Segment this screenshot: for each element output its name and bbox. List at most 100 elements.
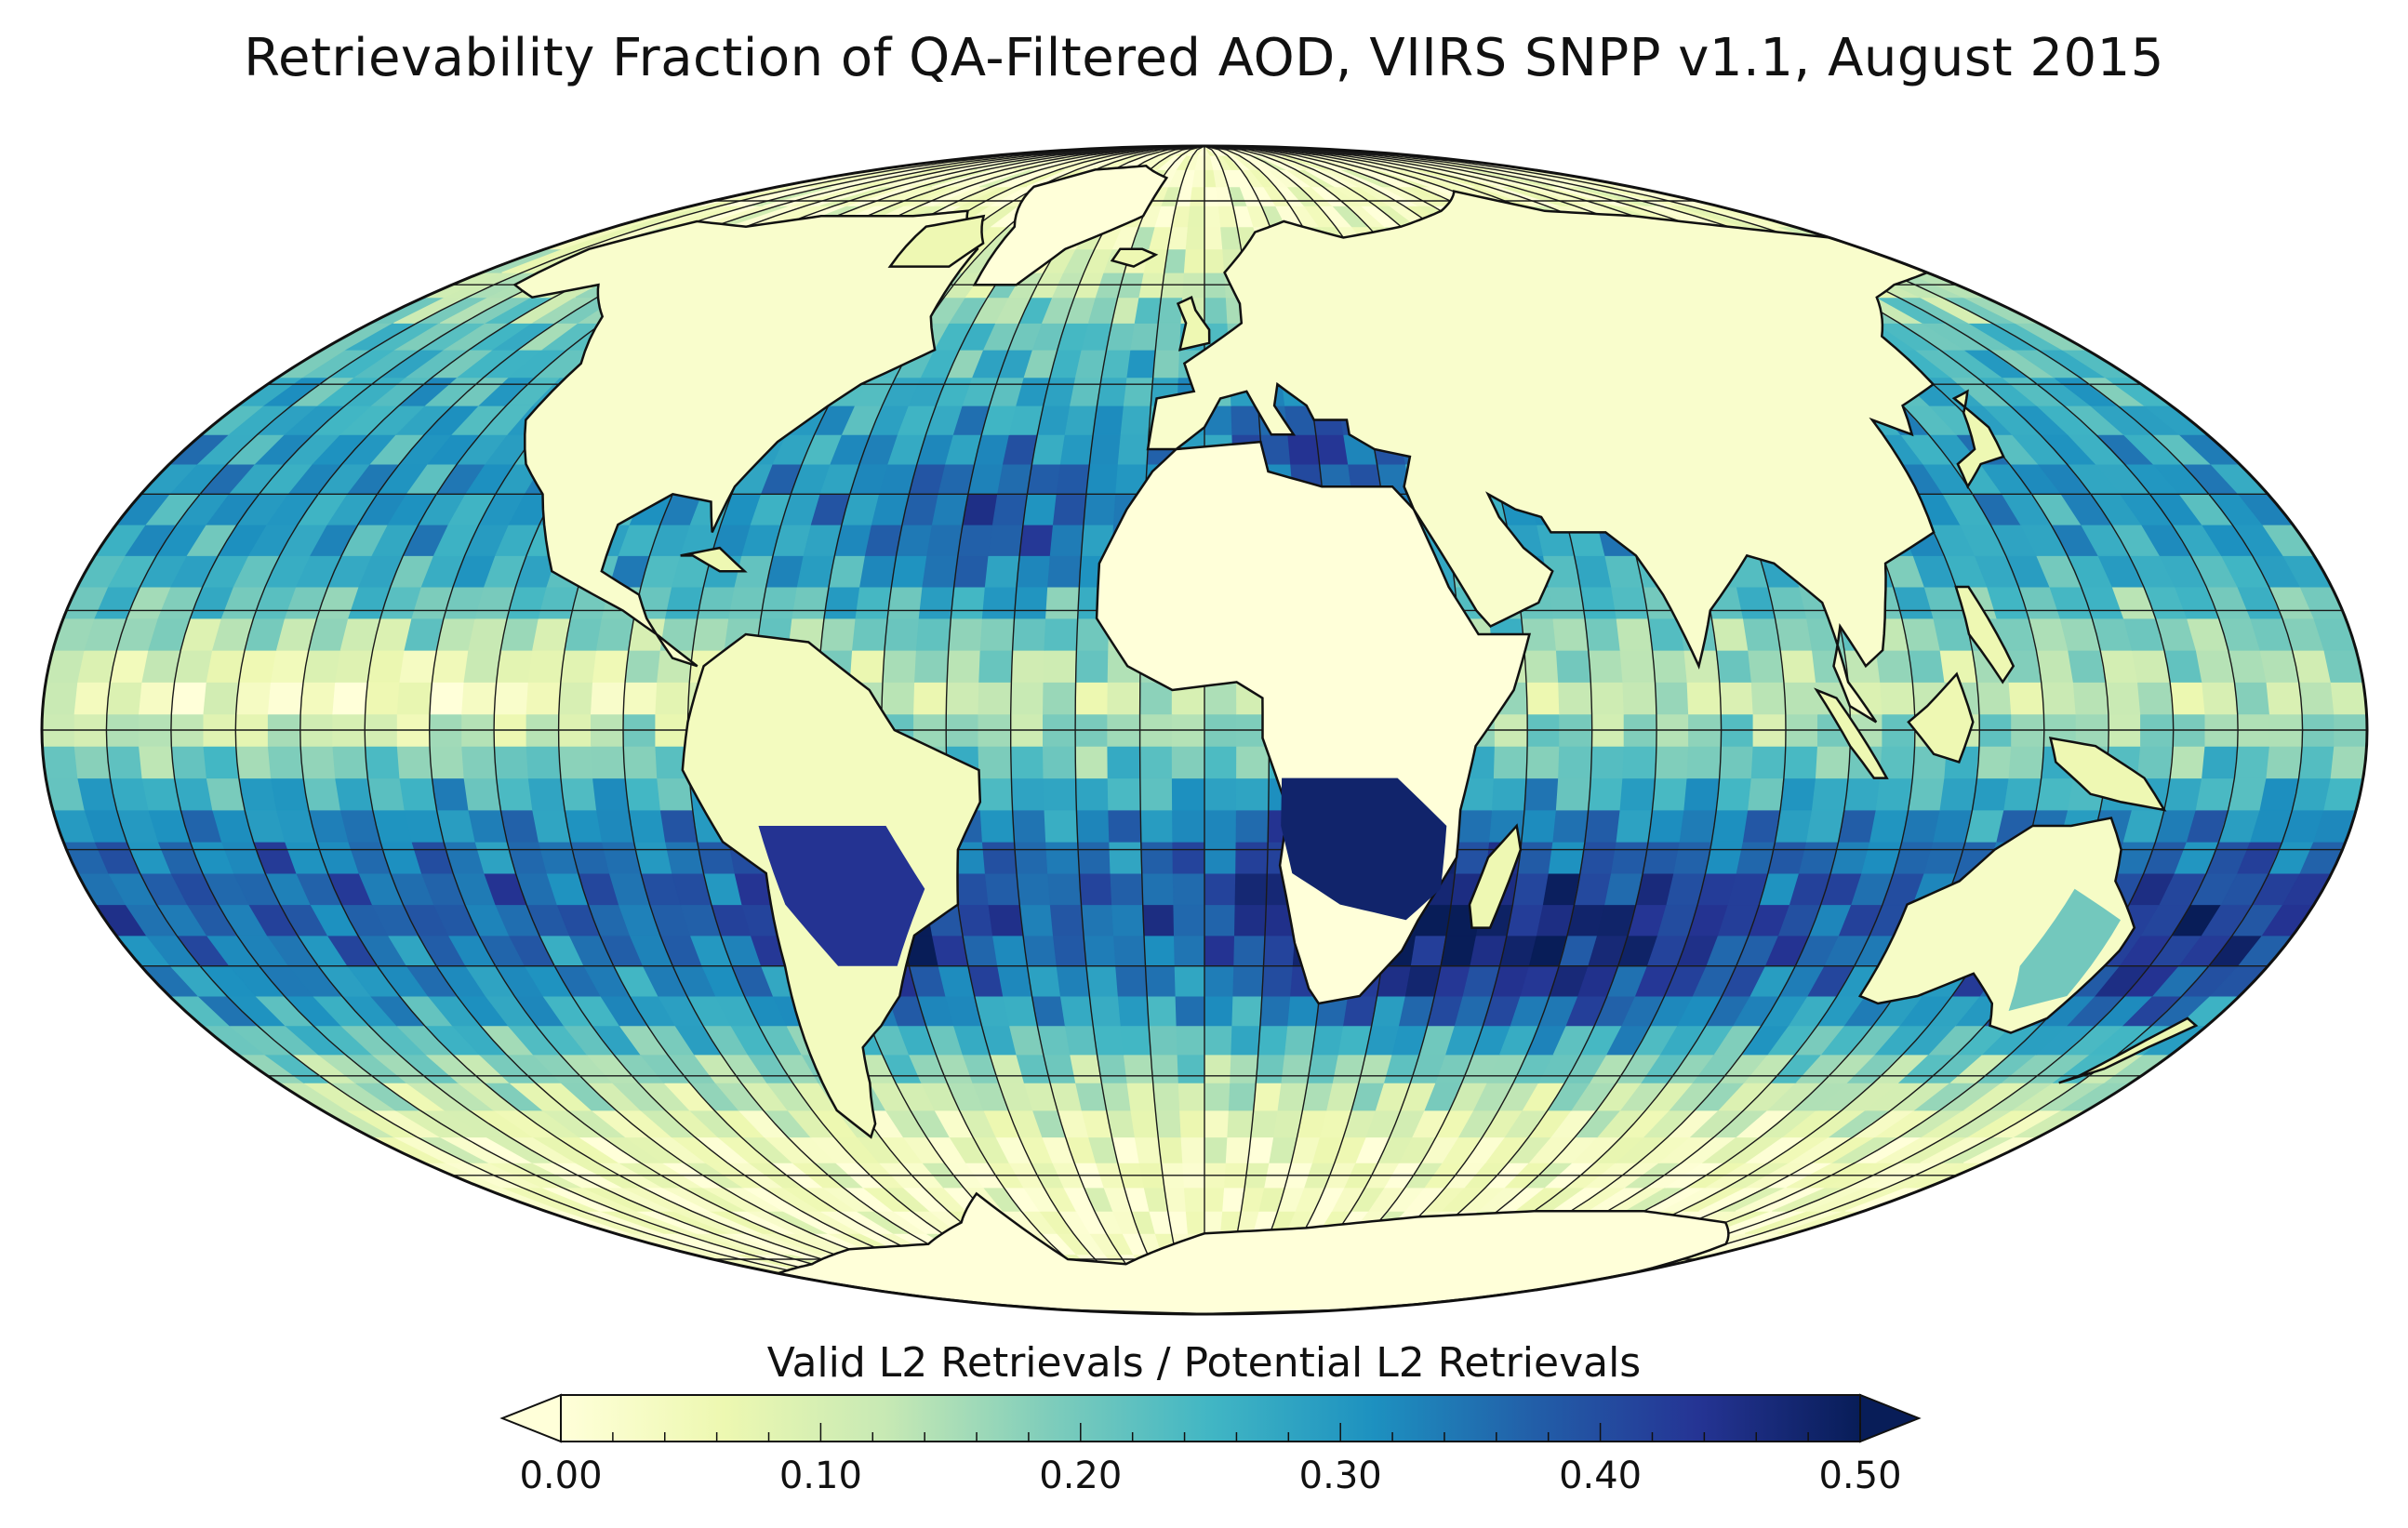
data-cell	[1259, 995, 1292, 1027]
data-cell	[1134, 297, 1162, 324]
data-cell	[1045, 841, 1080, 874]
data-cell	[1204, 1082, 1231, 1111]
data-cell	[1139, 745, 1173, 779]
data-cell	[1204, 1187, 1226, 1212]
data-cell	[299, 681, 337, 715]
data-cell	[558, 745, 594, 779]
data-cell	[1013, 841, 1049, 874]
data-cell	[622, 681, 659, 715]
data-cell	[997, 965, 1033, 997]
data-cell	[1257, 1025, 1289, 1056]
data-cell	[1742, 618, 1781, 651]
data-cell	[1976, 681, 2013, 715]
data-cell	[1123, 1054, 1154, 1083]
data-cell	[1070, 377, 1102, 406]
colorbar	[499, 1393, 1922, 1443]
data-cell	[396, 745, 433, 779]
data-cell	[1026, 463, 1061, 495]
data-cell	[399, 649, 438, 683]
data-cell	[1971, 777, 2010, 811]
data-cell	[1281, 1054, 1313, 1083]
data-cell	[1096, 377, 1128, 406]
data-cell	[1548, 586, 1586, 619]
data-cell	[914, 649, 950, 683]
data-cell	[1171, 777, 1205, 811]
data-cell	[1233, 904, 1267, 937]
data-cell	[922, 554, 959, 588]
data-cell	[890, 554, 928, 588]
data-cell	[1686, 681, 1722, 715]
data-cell	[170, 681, 207, 715]
data-cell	[1022, 493, 1058, 525]
data-cell	[1686, 745, 1722, 779]
data-cell	[1177, 1082, 1205, 1111]
data-cell	[493, 745, 529, 779]
data-cell	[2105, 681, 2142, 715]
data-cell	[564, 809, 603, 843]
data-cell	[1710, 809, 1749, 843]
data-cell	[1183, 1187, 1205, 1212]
data-cell	[1779, 777, 1817, 811]
data-cell	[1059, 995, 1094, 1027]
data-cell	[335, 777, 374, 811]
data-cell	[1204, 297, 1229, 324]
data-cell	[1174, 965, 1205, 997]
data-cell	[852, 618, 888, 651]
data-cell	[1085, 463, 1119, 495]
data-cell	[595, 809, 635, 843]
data-cell	[496, 777, 534, 811]
data-cell	[1715, 649, 1752, 683]
data-cell	[1287, 433, 1321, 465]
data-cell	[1157, 297, 1184, 324]
data-cell	[1611, 586, 1649, 619]
data-cell	[886, 586, 924, 619]
data-cell	[1130, 322, 1159, 351]
data-cell	[302, 649, 341, 683]
data-cell	[564, 618, 603, 651]
data-cell	[946, 649, 981, 683]
data-cell	[1231, 1025, 1261, 1056]
data-cell	[1012, 618, 1047, 651]
data-cell	[526, 681, 562, 715]
data-cell	[1908, 649, 1946, 683]
data-cell	[622, 745, 659, 779]
data-cell	[991, 935, 1028, 967]
data-cell	[1750, 681, 1787, 715]
data-cell	[1255, 1054, 1286, 1083]
data-cell	[1811, 777, 1849, 811]
data-cell	[1026, 965, 1061, 997]
data-cell	[302, 777, 341, 811]
data-cell	[1010, 649, 1045, 683]
data-cell	[1619, 777, 1656, 811]
data-cell	[1616, 809, 1654, 843]
data-cell	[270, 649, 310, 683]
data-cell	[978, 745, 1012, 779]
data-cell	[1064, 405, 1098, 435]
data-cell	[1779, 649, 1817, 683]
data-cell	[1140, 841, 1174, 874]
data-cell	[1146, 995, 1177, 1027]
data-cell	[1654, 681, 1690, 715]
data-cell	[1142, 904, 1176, 937]
data-cell	[496, 649, 534, 683]
data-cell	[1126, 1082, 1156, 1111]
data-cell	[1043, 649, 1077, 683]
data-cell	[1611, 841, 1649, 874]
data-cell	[1590, 681, 1625, 715]
colorbar-extend-low	[499, 1393, 562, 1443]
data-cell	[1261, 965, 1294, 997]
data-cell	[1284, 1025, 1317, 1056]
data-cell	[1204, 1025, 1233, 1056]
data-cell	[1647, 809, 1685, 843]
data-cell	[984, 872, 1020, 906]
data-cell	[1010, 777, 1045, 811]
data-cell	[1177, 1054, 1205, 1083]
data-cell	[527, 649, 565, 683]
data-cell	[526, 745, 562, 779]
data-cell	[1233, 935, 1266, 967]
data-cell	[2202, 745, 2239, 779]
data-cell	[1783, 681, 1819, 715]
data-cell	[624, 777, 661, 811]
data-cell	[1204, 745, 1238, 779]
